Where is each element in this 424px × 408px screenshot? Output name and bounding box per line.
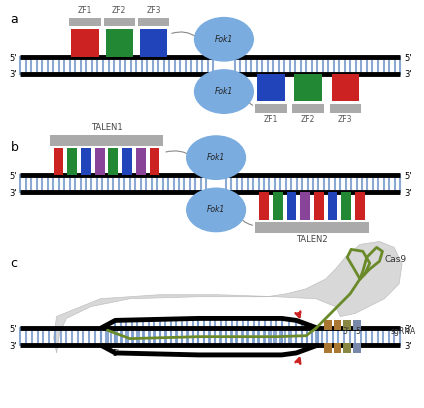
- Text: 3': 3': [9, 188, 17, 197]
- Bar: [353, 343, 361, 353]
- Text: 3': 3': [404, 325, 412, 334]
- Bar: [122, 148, 132, 175]
- Text: 3': 3': [404, 70, 412, 79]
- Bar: [259, 192, 269, 220]
- Text: TALEN1: TALEN1: [91, 123, 122, 132]
- Bar: [355, 192, 365, 220]
- Bar: [329, 104, 361, 113]
- Bar: [71, 29, 99, 57]
- Bar: [324, 343, 332, 353]
- Text: Cas9: Cas9: [385, 255, 407, 264]
- Ellipse shape: [187, 188, 245, 232]
- Text: ZF2: ZF2: [301, 115, 315, 124]
- Bar: [54, 148, 64, 175]
- Bar: [343, 320, 351, 330]
- Bar: [106, 29, 133, 57]
- Text: Fok1: Fok1: [215, 87, 233, 96]
- Text: 3': 3': [9, 70, 17, 79]
- Text: 5': 5': [355, 327, 362, 336]
- Ellipse shape: [195, 70, 253, 113]
- Text: ZF3: ZF3: [338, 115, 352, 124]
- Bar: [314, 192, 324, 220]
- Text: 5': 5': [404, 53, 411, 62]
- Text: TALEN2: TALEN2: [296, 235, 328, 244]
- Bar: [109, 148, 118, 175]
- Bar: [81, 148, 91, 175]
- Text: 3': 3': [404, 188, 412, 197]
- Bar: [341, 192, 351, 220]
- Bar: [334, 320, 341, 330]
- Bar: [69, 18, 100, 27]
- Bar: [138, 18, 169, 27]
- Text: 5': 5': [9, 53, 17, 62]
- Bar: [67, 148, 77, 175]
- Text: ZF1: ZF1: [78, 6, 92, 15]
- Text: ZF3: ZF3: [146, 6, 161, 15]
- Bar: [150, 148, 159, 175]
- Bar: [255, 104, 287, 113]
- Text: c: c: [11, 257, 18, 270]
- Text: ZF1: ZF1: [264, 115, 278, 124]
- Polygon shape: [54, 242, 402, 353]
- Bar: [140, 29, 167, 57]
- Bar: [300, 192, 310, 220]
- Ellipse shape: [195, 18, 253, 61]
- Text: Fok1: Fok1: [207, 153, 225, 162]
- Text: ZF2: ZF2: [112, 6, 126, 15]
- Bar: [294, 74, 322, 102]
- Text: 5': 5': [9, 172, 17, 181]
- Text: 5': 5': [112, 349, 120, 358]
- Bar: [103, 18, 135, 27]
- Text: 5': 5': [404, 172, 411, 181]
- Text: 3': 3': [342, 327, 349, 336]
- Text: sgRNA: sgRNA: [390, 327, 416, 336]
- Text: 3': 3': [404, 341, 412, 350]
- Bar: [136, 148, 145, 175]
- Text: Fok1: Fok1: [215, 35, 233, 44]
- Bar: [293, 104, 324, 113]
- Bar: [343, 343, 351, 353]
- Bar: [324, 320, 332, 330]
- Text: a: a: [11, 13, 18, 26]
- Bar: [95, 148, 105, 175]
- Bar: [50, 135, 163, 146]
- Text: 5': 5': [9, 325, 17, 334]
- Text: b: b: [11, 141, 19, 154]
- Text: Fok1: Fok1: [207, 205, 225, 215]
- Bar: [334, 343, 341, 353]
- Text: 3': 3': [9, 341, 17, 350]
- Bar: [255, 222, 369, 233]
- Ellipse shape: [187, 136, 245, 180]
- Bar: [328, 192, 338, 220]
- Bar: [353, 320, 361, 330]
- Bar: [287, 192, 296, 220]
- Bar: [273, 192, 283, 220]
- Bar: [257, 74, 285, 102]
- Bar: [332, 74, 359, 102]
